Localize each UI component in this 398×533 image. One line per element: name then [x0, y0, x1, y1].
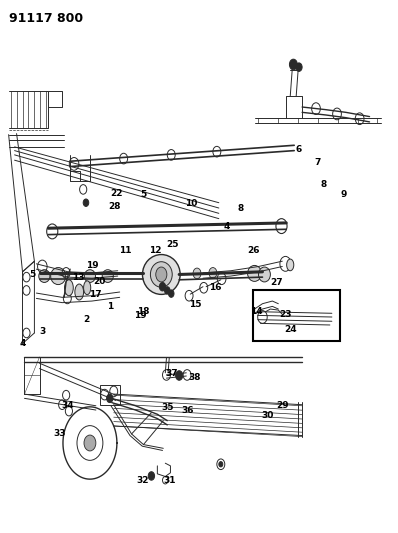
Text: 20: 20: [93, 277, 105, 286]
Text: 38: 38: [188, 373, 201, 382]
Text: 32: 32: [137, 476, 149, 484]
Circle shape: [107, 394, 113, 402]
Ellipse shape: [102, 270, 113, 282]
Circle shape: [193, 268, 201, 279]
Text: 9: 9: [341, 190, 347, 199]
Circle shape: [164, 287, 170, 294]
Circle shape: [148, 472, 154, 480]
Text: 25: 25: [166, 240, 178, 249]
Circle shape: [219, 462, 223, 467]
Text: 34: 34: [61, 401, 74, 410]
Bar: [100, 384, 121, 405]
Ellipse shape: [248, 265, 261, 281]
Circle shape: [209, 268, 217, 278]
Text: 19: 19: [134, 311, 146, 320]
Text: 27: 27: [270, 278, 283, 287]
Text: 36: 36: [181, 406, 194, 415]
Text: 5: 5: [140, 190, 146, 199]
Text: 15: 15: [189, 300, 201, 309]
Ellipse shape: [75, 284, 84, 300]
Text: 35: 35: [162, 403, 174, 412]
Text: 17: 17: [89, 289, 101, 298]
Text: 2: 2: [83, 315, 89, 324]
Text: 4: 4: [224, 222, 230, 231]
Ellipse shape: [39, 270, 50, 282]
Text: 16: 16: [209, 283, 221, 292]
Ellipse shape: [287, 259, 294, 271]
Text: 5: 5: [29, 270, 35, 279]
Ellipse shape: [51, 268, 66, 285]
Text: 28: 28: [109, 203, 121, 212]
Text: 1: 1: [107, 302, 113, 311]
Ellipse shape: [84, 270, 96, 282]
Text: 7: 7: [315, 158, 321, 167]
Ellipse shape: [84, 281, 91, 295]
Text: 11: 11: [119, 246, 132, 255]
Circle shape: [159, 282, 166, 291]
Text: 24: 24: [285, 325, 297, 334]
Circle shape: [168, 290, 174, 297]
Circle shape: [156, 267, 167, 282]
Text: 8: 8: [321, 180, 327, 189]
Circle shape: [83, 199, 89, 206]
Text: 30: 30: [261, 411, 273, 420]
Circle shape: [84, 435, 96, 451]
Ellipse shape: [150, 262, 172, 287]
Ellipse shape: [258, 267, 270, 282]
Text: 14: 14: [250, 307, 263, 316]
Text: 26: 26: [248, 246, 260, 255]
Circle shape: [289, 59, 297, 70]
Text: 13: 13: [72, 273, 84, 281]
Text: 8: 8: [238, 204, 244, 213]
Bar: [253, 290, 340, 341]
Text: 12: 12: [149, 246, 162, 255]
Text: 22: 22: [110, 189, 123, 198]
Circle shape: [176, 370, 183, 380]
Text: 37: 37: [166, 369, 178, 378]
Text: 23: 23: [279, 310, 292, 319]
Text: 91117 800: 91117 800: [9, 12, 83, 26]
Text: 10: 10: [185, 199, 197, 208]
Ellipse shape: [64, 280, 73, 296]
Text: 33: 33: [53, 430, 66, 439]
Text: 3: 3: [39, 327, 45, 336]
Text: 29: 29: [276, 401, 289, 410]
Ellipse shape: [142, 255, 180, 294]
Text: 31: 31: [163, 476, 176, 484]
Text: 19: 19: [86, 261, 99, 270]
Text: 18: 18: [137, 307, 150, 316]
Circle shape: [296, 63, 302, 71]
Text: 6: 6: [295, 145, 301, 154]
Text: 4: 4: [20, 339, 26, 348]
